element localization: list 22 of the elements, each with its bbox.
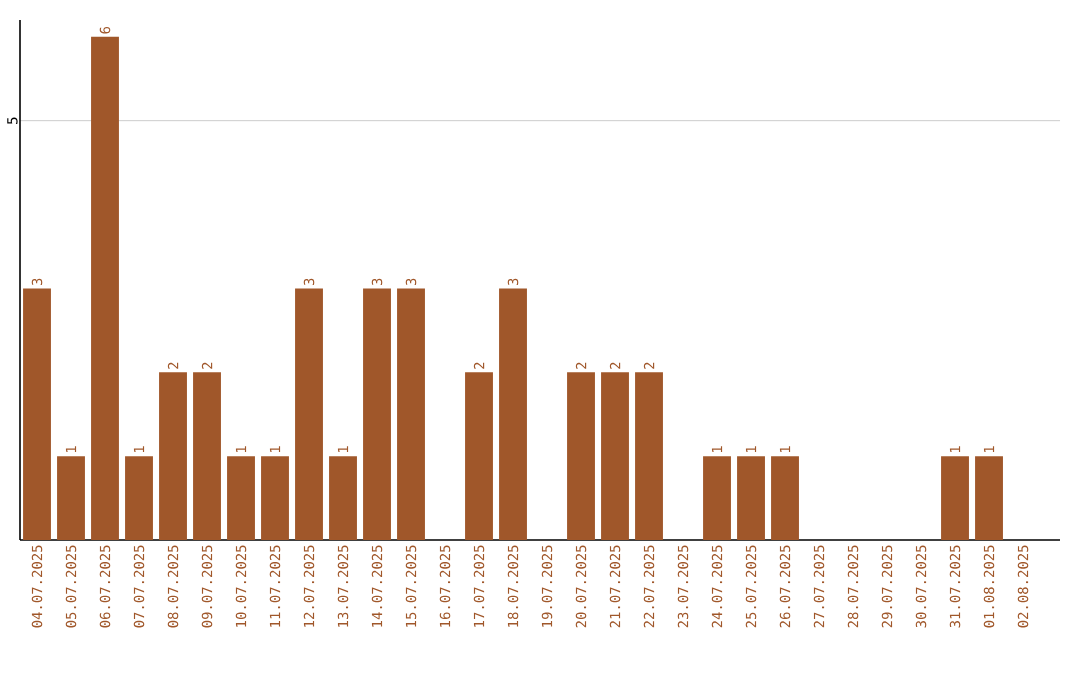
bar xyxy=(329,456,357,540)
bar xyxy=(261,456,289,540)
bar xyxy=(193,372,221,540)
bar xyxy=(465,372,493,540)
bar xyxy=(703,456,731,540)
bar xyxy=(125,456,153,540)
bar xyxy=(567,372,595,540)
bar xyxy=(975,456,1003,540)
bar xyxy=(57,456,85,540)
bar xyxy=(227,456,255,540)
bar xyxy=(159,372,187,540)
bar xyxy=(23,288,51,540)
bar xyxy=(499,288,527,540)
bar xyxy=(737,456,765,540)
bar xyxy=(397,288,425,540)
bar xyxy=(295,288,323,540)
bar xyxy=(601,372,629,540)
bar xyxy=(91,36,119,540)
bar xyxy=(635,372,663,540)
bar xyxy=(941,456,969,540)
bar xyxy=(363,288,391,540)
bar xyxy=(771,456,799,540)
